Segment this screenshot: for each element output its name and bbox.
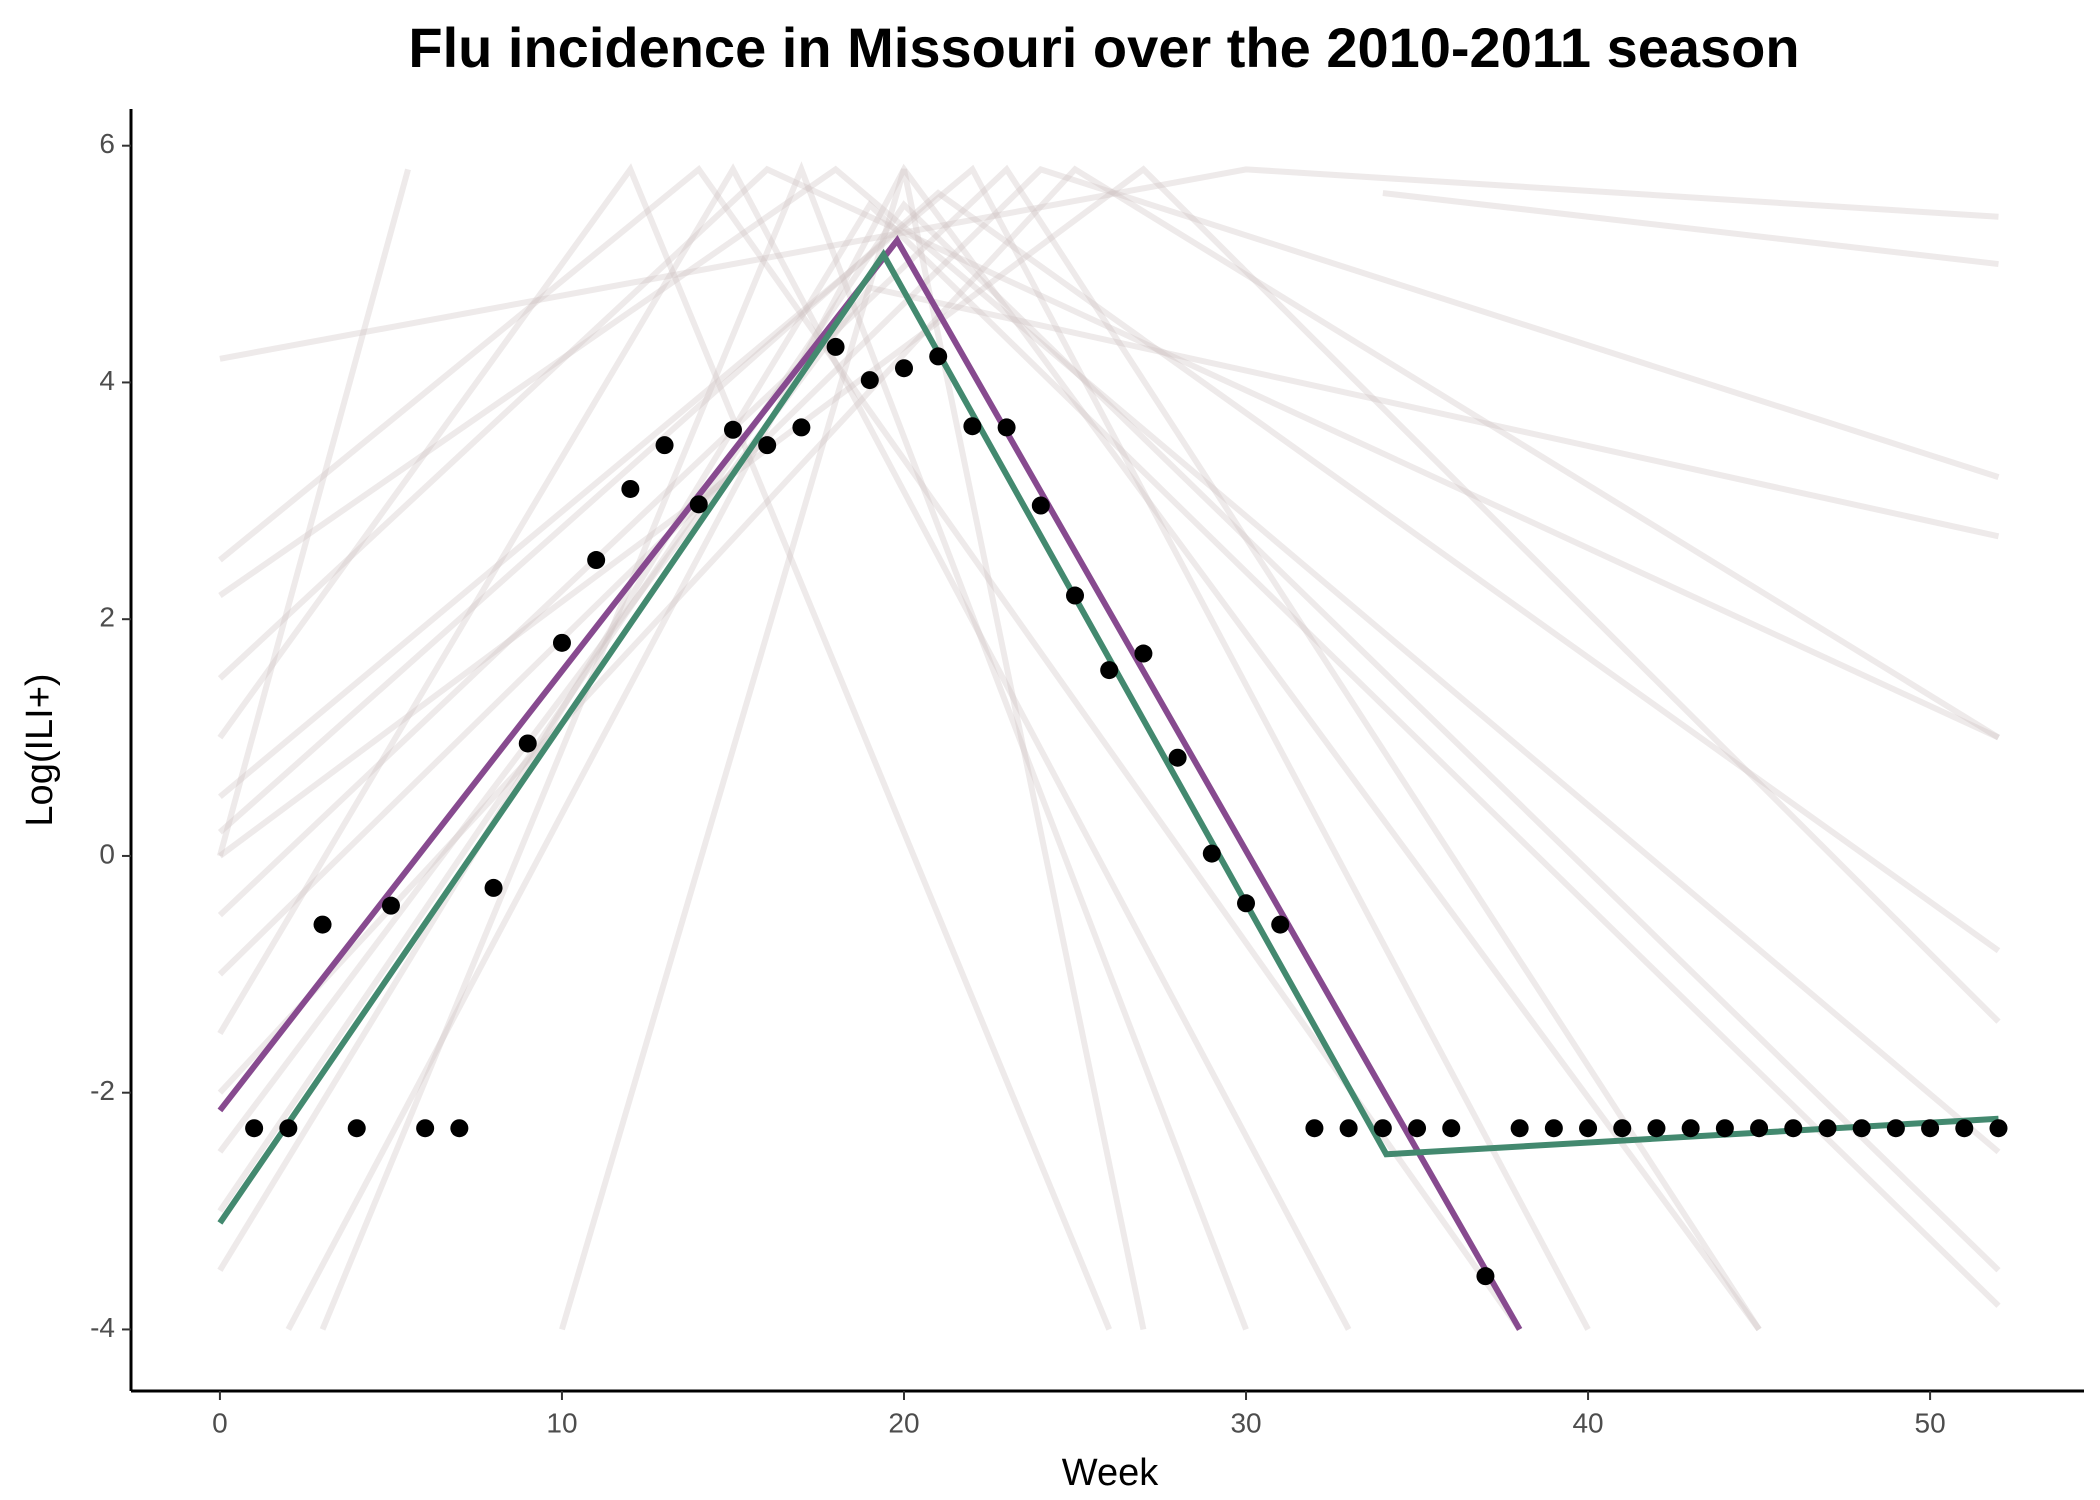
data-point — [484, 878, 503, 897]
data-point — [963, 417, 982, 436]
data-point — [279, 1119, 298, 1138]
fit-line — [217, 235, 1523, 1331]
y-axis-title: Log(ILI+) — [19, 673, 61, 826]
chart-title: Flu incidence in Missouri over the 2010-… — [408, 16, 1799, 79]
data-point — [894, 359, 913, 378]
y-tick-label: 6 — [99, 128, 115, 159]
sample-line — [217, 164, 1762, 1332]
data-point — [1715, 1119, 1734, 1138]
sample-line — [559, 168, 1147, 1331]
data-point — [1134, 644, 1153, 663]
sample-line — [217, 168, 411, 857]
x-tick-label: 0 — [212, 1407, 228, 1438]
sample-line — [285, 163, 1762, 1332]
sample-line — [1382, 190, 1999, 268]
sample-line — [217, 165, 2000, 741]
data-point — [826, 337, 845, 356]
data-point — [381, 896, 400, 915]
y-tick-label: 2 — [99, 602, 115, 633]
x-axis-title: Week — [1062, 1452, 1159, 1494]
sample-line — [217, 200, 2001, 1308]
sample-line — [217, 163, 1112, 1331]
data-point — [518, 734, 537, 753]
data-point — [1784, 1119, 1803, 1138]
data-point — [1886, 1119, 1905, 1138]
data-point — [245, 1119, 264, 1138]
data-point — [1031, 496, 1050, 515]
data-point — [1818, 1119, 1837, 1138]
data-point — [929, 347, 948, 366]
x-tick-label: 40 — [1572, 1407, 1603, 1438]
sample-line — [217, 163, 1352, 1331]
y-tick-label: 4 — [99, 365, 115, 396]
data-point — [1544, 1119, 1563, 1138]
data-point — [689, 495, 708, 514]
sample-line — [217, 165, 2000, 977]
data-point — [587, 551, 606, 570]
x-tick-label: 20 — [888, 1407, 919, 1438]
data-point — [1955, 1119, 1974, 1138]
sample-line — [217, 165, 2001, 1095]
data-point — [758, 436, 777, 455]
data-point — [860, 371, 879, 390]
data-point — [1921, 1119, 1940, 1138]
sample-line — [218, 165, 2001, 1024]
data-point — [1613, 1119, 1632, 1138]
sample-line — [219, 166, 1999, 362]
data-point — [1681, 1119, 1700, 1138]
data-point — [1202, 844, 1221, 863]
data-point — [1305, 1119, 1324, 1138]
data-point — [1271, 915, 1290, 934]
data-point — [347, 1119, 366, 1138]
x-tick-label: 50 — [1915, 1407, 1946, 1438]
data-point — [552, 633, 571, 652]
sample-line — [218, 164, 1591, 1331]
data-point — [1579, 1119, 1598, 1138]
sample-line — [319, 161, 1249, 1331]
data-point — [1237, 894, 1256, 913]
data-point — [313, 915, 332, 934]
data-point — [416, 1119, 435, 1138]
data-point — [1442, 1119, 1461, 1138]
sample-line — [218, 165, 1523, 1332]
data-point — [1373, 1119, 1392, 1138]
x-tick-label: 30 — [1230, 1407, 1261, 1438]
y-tick-label: -4 — [90, 1312, 115, 1343]
data-point — [1750, 1119, 1769, 1138]
data-point — [1476, 1267, 1495, 1286]
sample-line — [218, 165, 2001, 1155]
data-point — [621, 479, 640, 498]
y-tick-label: -2 — [90, 1075, 115, 1106]
sample-line — [217, 189, 2001, 954]
data-point — [1066, 586, 1085, 605]
data-point — [1339, 1119, 1358, 1138]
data-point — [1989, 1119, 2008, 1138]
data-point — [1852, 1119, 1871, 1138]
y-tick-label: 0 — [99, 838, 115, 869]
data-point — [723, 420, 742, 439]
sample-line — [217, 200, 2001, 1273]
data-point — [450, 1119, 469, 1138]
data-point — [655, 436, 674, 455]
x-tick-label: 10 — [546, 1407, 577, 1438]
data-point — [1168, 748, 1187, 767]
data-point — [1510, 1119, 1529, 1138]
data-point — [1408, 1119, 1427, 1138]
sample-line — [217, 284, 2000, 1154]
data-point — [792, 418, 811, 437]
data-point — [1100, 661, 1119, 680]
data-point — [997, 418, 1016, 437]
data-point — [1647, 1119, 1666, 1138]
